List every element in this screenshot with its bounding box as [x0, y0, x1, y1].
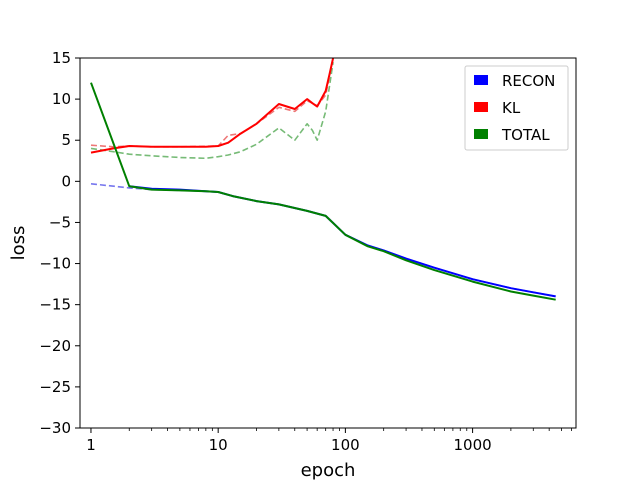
y-tick-label: 5 [61, 131, 71, 149]
y-axis-label: loss [8, 226, 29, 261]
legend-label-recon: RECON [502, 72, 555, 90]
y-tick-label: −15 [39, 296, 71, 314]
legend-label-kl: KL [502, 99, 521, 117]
y-tick-label: −20 [39, 337, 71, 355]
y-tick-label: −25 [39, 378, 71, 396]
y-tick-label: 0 [61, 172, 71, 190]
legend-swatch-recon [474, 75, 488, 85]
y-tick-label: 10 [52, 90, 71, 108]
x-axis-label: epoch [301, 460, 356, 480]
x-tick-label: 10 [209, 436, 228, 454]
series-line-kl-solid [90, 58, 335, 154]
x-tick-label: 1000 [453, 436, 491, 454]
y-tick-label: −30 [39, 419, 71, 437]
legend-label-total: TOTAL [501, 126, 550, 144]
axes-frame [79, 57, 577, 429]
y-tick-label: −5 [49, 213, 71, 231]
y-tick-label: 15 [52, 49, 71, 67]
series-line-total-dashed [90, 61, 334, 160]
series-line-total-solid [90, 82, 556, 301]
y-axis: 15 10 5 0 −5 −10 −15 −20 −25 −30 [39, 49, 80, 437]
legend-swatch-kl [474, 102, 488, 112]
y-tick-label: −10 [39, 255, 71, 273]
x-tick-label: 1 [86, 436, 96, 454]
legend-frame [464, 65, 569, 151]
x-tick-label: 100 [331, 436, 360, 454]
legend: RECON KL TOTAL [464, 65, 569, 151]
legend-swatch-total [474, 129, 488, 139]
plot-area [90, 58, 556, 301]
x-axis: 1 10 100 1000 [86, 428, 572, 454]
